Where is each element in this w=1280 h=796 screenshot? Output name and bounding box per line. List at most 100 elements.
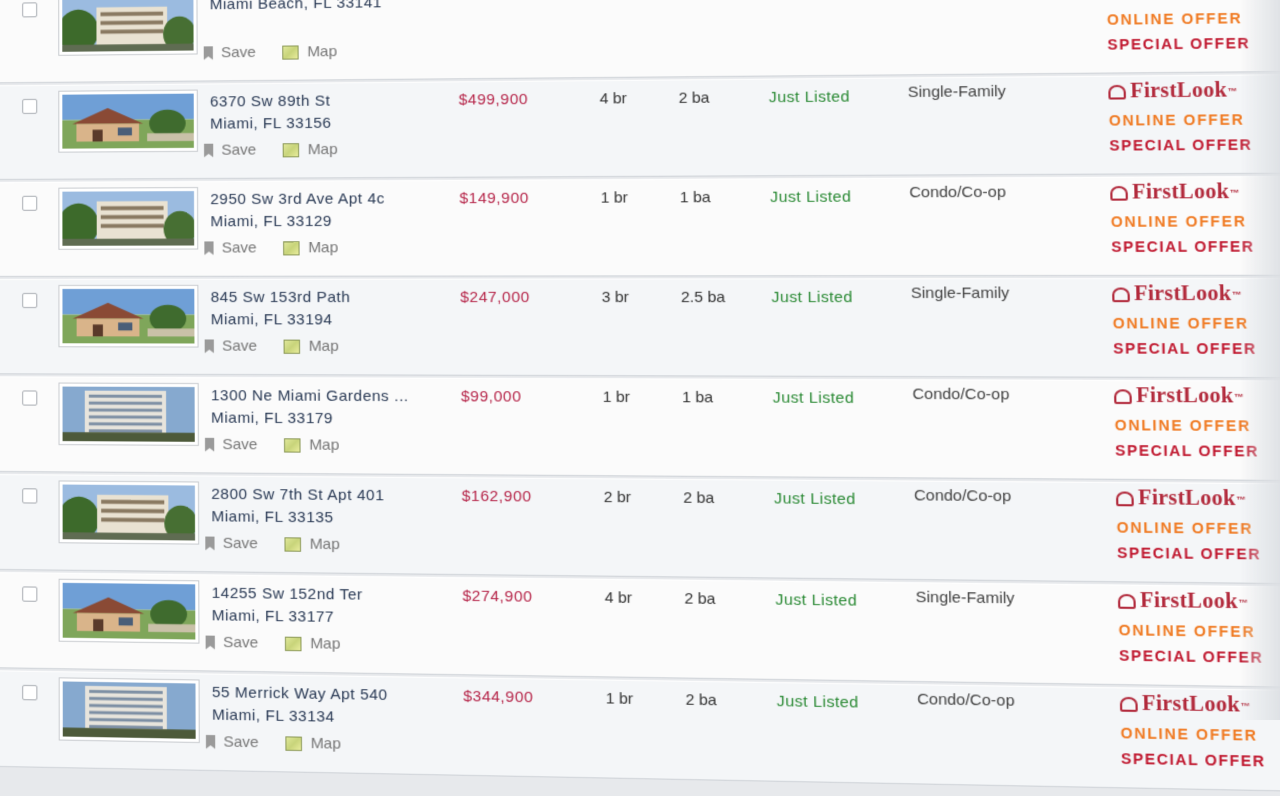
address[interactable]: 14255 Sw 152nd Ter Miami, FL 33177 bbox=[212, 583, 363, 630]
city-state-zip: Miami, FL 33134 bbox=[211, 706, 335, 726]
property-photo[interactable] bbox=[58, 578, 200, 644]
city-state-zip: Miami, FL 33156 bbox=[210, 114, 332, 133]
address[interactable]: 6370 Sw 89th St Miami, FL 33156 bbox=[210, 90, 332, 135]
city-state-zip: Miami, FL 33177 bbox=[211, 607, 335, 627]
bedrooms: 1 br bbox=[605, 689, 634, 709]
online-offer-label[interactable]: ONLINE OFFER bbox=[1120, 724, 1258, 744]
street-address[interactable]: 55 Merrick Way Apt 540 bbox=[211, 683, 388, 705]
special-offer-label[interactable]: SPECIAL OFFER bbox=[1113, 339, 1257, 358]
listing-row[interactable]: 2800 Sw 7th St Apt 401 Miami, FL 33135 S… bbox=[0, 473, 1280, 586]
trademark: ™ bbox=[1235, 493, 1247, 505]
street-address[interactable]: 6370 Sw 89th St bbox=[209, 92, 331, 111]
property-photo[interactable] bbox=[58, 89, 198, 153]
firstlook-mark-icon bbox=[1110, 185, 1128, 201]
select-checkbox[interactable] bbox=[22, 98, 38, 114]
city-state-zip: Miami Beach, FL 33141 bbox=[209, 0, 382, 14]
property-photo[interactable] bbox=[58, 187, 199, 250]
street-address[interactable]: 2800 Sw 7th St Apt 401 bbox=[211, 485, 385, 505]
special-offer-label[interactable]: SPECIAL OFFER bbox=[1116, 544, 1262, 563]
save-button[interactable]: Save bbox=[204, 239, 257, 257]
special-offer-label[interactable]: SPECIAL OFFER bbox=[1120, 749, 1266, 770]
special-offer-label[interactable]: SPECIAL OFFER bbox=[1114, 441, 1260, 460]
address[interactable]: Miami Beach, FL 33141 bbox=[210, 0, 382, 16]
street-address[interactable]: 845 Sw 153rd Path bbox=[210, 288, 351, 307]
select-checkbox[interactable] bbox=[22, 292, 38, 309]
save-button[interactable]: Save bbox=[204, 44, 256, 62]
listing-row[interactable]: 55 Merrick Way Apt 540 Miami, FL 33134 S… bbox=[0, 669, 1280, 794]
street-address[interactable]: 14255 Sw 152nd Ter bbox=[211, 584, 363, 604]
property-photo[interactable] bbox=[58, 677, 200, 744]
select-checkbox[interactable] bbox=[22, 195, 38, 211]
special-offer-label[interactable]: SPECIAL OFFER bbox=[1109, 136, 1253, 154]
bedrooms: 1 br bbox=[602, 388, 631, 407]
select-checkbox[interactable] bbox=[22, 684, 38, 701]
select-checkbox[interactable] bbox=[22, 586, 38, 602]
listing-row[interactable]: 2950 Sw 3rd Ave Apt 4c Miami, FL 33129 S… bbox=[0, 175, 1280, 278]
listing-row[interactable]: 6370 Sw 89th St Miami, FL 33156 Save Map… bbox=[0, 73, 1280, 181]
street-address[interactable]: 2950 Sw 3rd Ave Apt 4c bbox=[210, 190, 385, 209]
listing-row[interactable]: 14255 Sw 152nd Ter Miami, FL 33177 Save … bbox=[0, 571, 1280, 690]
select-checkbox[interactable] bbox=[22, 390, 38, 406]
save-label: Save bbox=[221, 239, 257, 257]
save-label: Save bbox=[222, 435, 258, 454]
bedrooms: 3 br bbox=[601, 288, 630, 307]
address[interactable]: 2800 Sw 7th St Apt 401 Miami, FL 33135 bbox=[211, 484, 384, 530]
address[interactable]: 1300 Ne Miami Gardens ... Miami, FL 3317… bbox=[211, 385, 409, 431]
online-offer-label[interactable]: ONLINE OFFER bbox=[1112, 314, 1250, 332]
address[interactable]: 55 Merrick Way Apt 540 Miami, FL 33134 bbox=[212, 682, 388, 730]
online-offer-label[interactable]: ONLINE OFFER bbox=[1118, 621, 1256, 641]
firstlook-name: FirstLook bbox=[1135, 384, 1234, 408]
special-offer-label[interactable]: SPECIAL OFFER bbox=[1118, 646, 1264, 666]
property-photo[interactable] bbox=[58, 382, 199, 446]
address[interactable]: 845 Sw 153rd Path Miami, FL 33194 bbox=[211, 287, 351, 332]
save-label: Save bbox=[221, 43, 256, 62]
map-button[interactable]: Map bbox=[284, 535, 340, 553]
select-checkbox[interactable] bbox=[22, 2, 38, 18]
map-button[interactable]: Map bbox=[283, 239, 338, 256]
special-offer-label[interactable]: SPECIAL OFFER bbox=[1107, 34, 1251, 53]
save-button[interactable]: Save bbox=[205, 337, 257, 355]
trademark: ™ bbox=[1229, 187, 1240, 198]
save-button[interactable]: Save bbox=[204, 141, 256, 159]
listing-status: Just Listed bbox=[773, 489, 856, 509]
online-offer-label[interactable]: ONLINE OFFER bbox=[1116, 518, 1254, 538]
city-state-zip: Miami, FL 33179 bbox=[211, 409, 334, 428]
listing-row[interactable]: 1300 Ne Miami Gardens ... Miami, FL 3317… bbox=[0, 376, 1280, 482]
map-button[interactable]: Map bbox=[283, 338, 339, 355]
map-icon bbox=[285, 735, 303, 751]
listing-row[interactable]: Miami Beach, FL 33141 Save Map FirstLook… bbox=[0, 0, 1280, 84]
property-photo[interactable] bbox=[58, 284, 199, 348]
online-offer-label[interactable]: ONLINE OFFER bbox=[1114, 416, 1252, 435]
listing-row[interactable]: 845 Sw 153rd Path Miami, FL 33194 Save M… bbox=[0, 277, 1280, 379]
save-button[interactable]: Save bbox=[206, 634, 258, 652]
map-button[interactable]: Map bbox=[282, 43, 337, 61]
save-button[interactable]: Save bbox=[205, 435, 258, 454]
street-address[interactable]: 1300 Ne Miami Gardens ... bbox=[210, 387, 409, 406]
online-offer-label[interactable]: ONLINE OFFER bbox=[1106, 9, 1243, 28]
select-checkbox[interactable] bbox=[22, 488, 38, 504]
bathrooms: 2.5 ba bbox=[680, 288, 726, 307]
map-button[interactable]: Map bbox=[285, 635, 340, 653]
property-photo[interactable] bbox=[58, 480, 200, 545]
save-button[interactable]: Save bbox=[206, 733, 259, 751]
map-button[interactable]: Map bbox=[284, 436, 339, 454]
online-offer-label[interactable]: ONLINE OFFER bbox=[1108, 111, 1245, 129]
map-button[interactable]: Map bbox=[285, 734, 341, 753]
save-button[interactable]: Save bbox=[205, 534, 258, 552]
address[interactable]: 2950 Sw 3rd Ave Apt 4c Miami, FL 33129 bbox=[210, 188, 385, 233]
property-photo[interactable] bbox=[58, 0, 198, 56]
map-button[interactable]: Map bbox=[283, 141, 338, 158]
bathrooms: 2 ba bbox=[684, 589, 716, 609]
special-offer-label[interactable]: SPECIAL OFFER bbox=[1111, 237, 1255, 256]
online-offer-label[interactable]: ONLINE OFFER bbox=[1110, 212, 1247, 230]
